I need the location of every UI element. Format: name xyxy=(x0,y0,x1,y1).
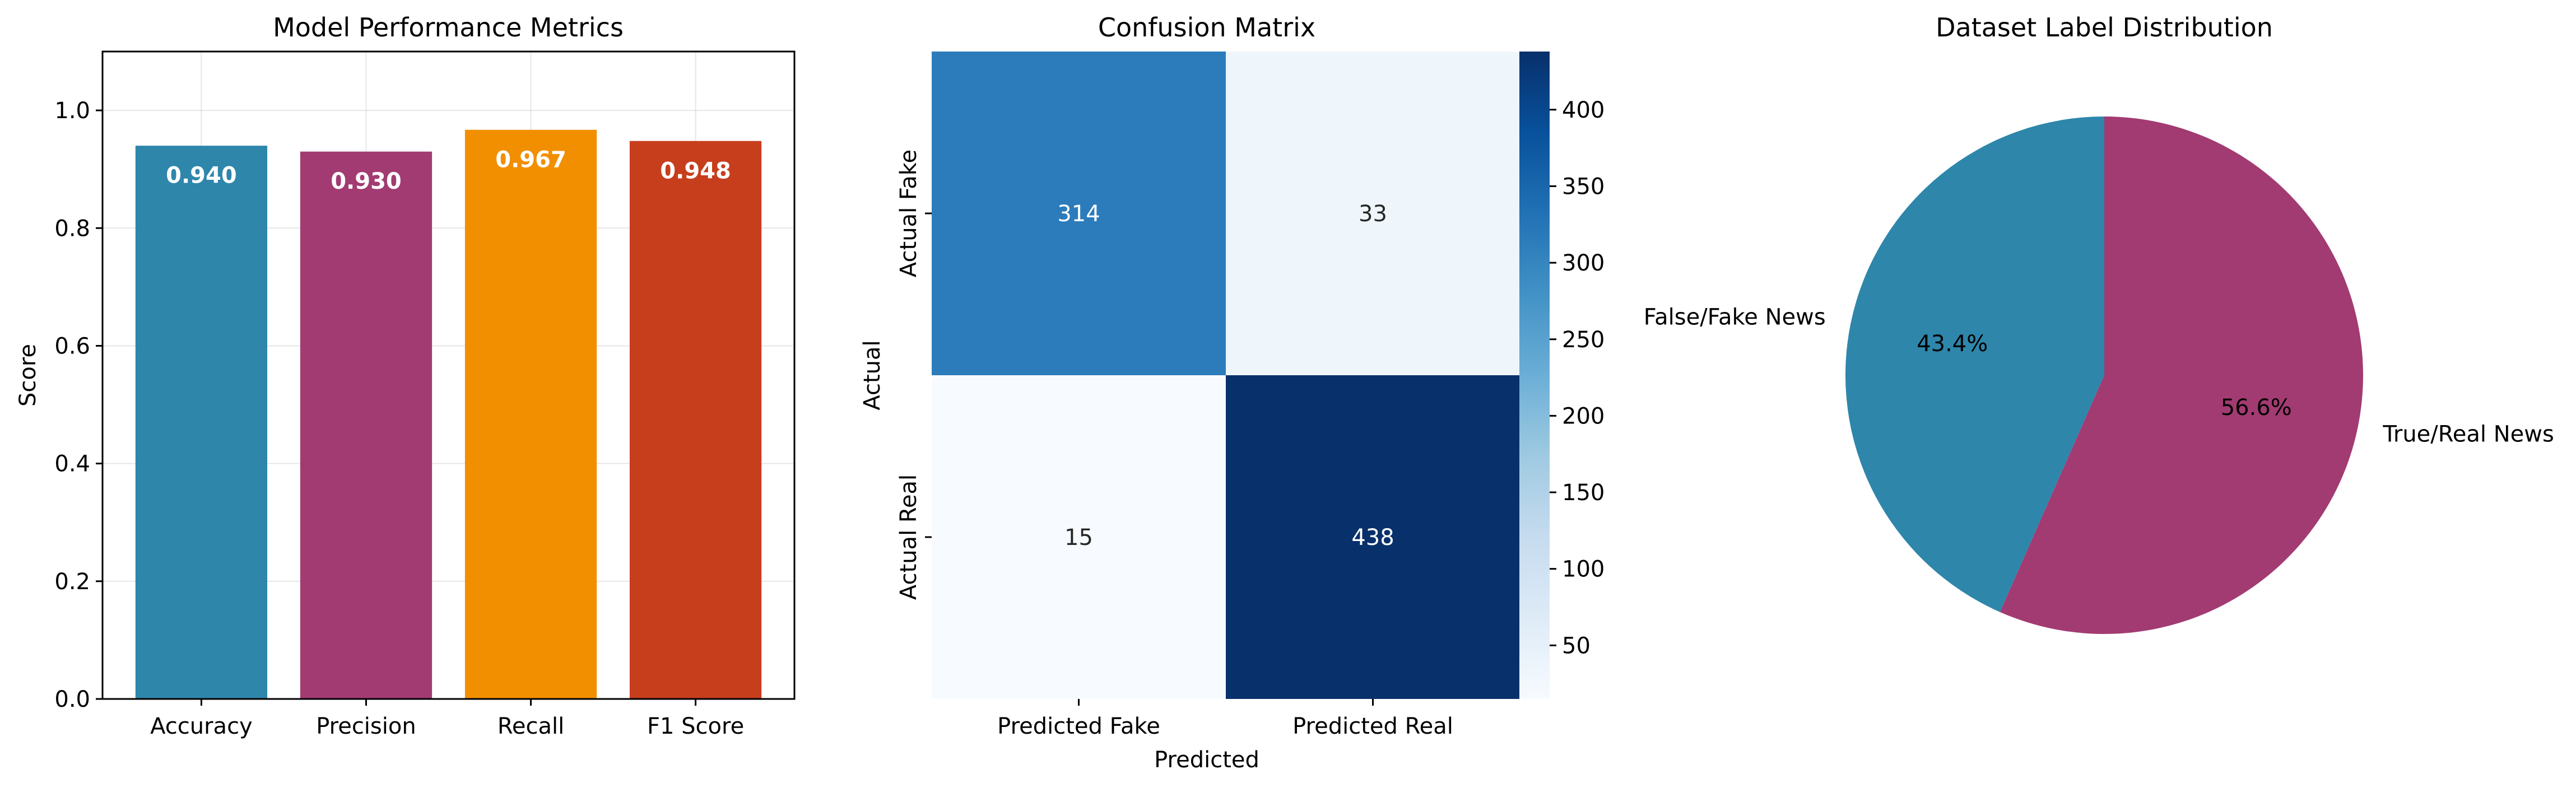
colorbar-tick-label: 400 xyxy=(1562,97,1605,123)
bar-chart-y-label: Score xyxy=(15,344,41,407)
confusion-cell-value: 15 xyxy=(1064,525,1093,551)
pie-slice-fake xyxy=(1845,116,2104,612)
bar-chart-frame xyxy=(101,50,796,700)
bar-y-tick-label: 0.2 xyxy=(54,569,90,595)
colorbar-axis: 50 100 150 200 250 300 350 400 xyxy=(1550,97,1605,659)
bar-value-label: 0.930 xyxy=(331,169,402,194)
confusion-matrix-panel: Confusion Matrix 314 33 15 438 Predicted Fa… xyxy=(859,12,1605,773)
confusion-matrix-y-label: Actual xyxy=(859,340,885,410)
bar-chart-y-axis: 0.0 0.2 0.4 0.6 0.8 1.0 xyxy=(54,98,103,712)
pie-category-label: True/Real News xyxy=(2382,422,2554,447)
bar-chart-title: Model Performance Metrics xyxy=(273,12,624,43)
confusion-cell-value: 33 xyxy=(1359,201,1387,227)
bar-y-tick-label: 1.0 xyxy=(54,98,90,124)
bar-recall xyxy=(464,129,597,700)
bar-y-tick-label: 0.8 xyxy=(54,216,90,241)
colorbar-tick-label: 200 xyxy=(1562,403,1605,429)
bar-x-tick-label: Recall xyxy=(497,714,564,739)
confusion-matrix-x-axis: Predicted Fake Predicted Real xyxy=(997,699,1453,739)
confusion-cell xyxy=(932,375,1226,699)
confusion-cell-value: 314 xyxy=(1057,201,1100,227)
confusion-matrix-y-axis: Actual Fake Actual Real xyxy=(896,150,932,600)
bar-x-tick-label: Accuracy xyxy=(150,714,253,739)
bar-f1-score xyxy=(629,141,762,700)
bar-value-label: 0.967 xyxy=(495,147,566,172)
bar-value-label: 0.940 xyxy=(166,163,237,189)
colorbar-tick-label: 250 xyxy=(1562,327,1605,353)
confusion-y-tick-label: Actual Fake xyxy=(896,150,922,277)
colorbar-tick-label: 150 xyxy=(1562,480,1605,506)
confusion-cell xyxy=(1226,52,1520,375)
pie-chart-panel: Dataset Label Distribution 43.4% False/Fa… xyxy=(1644,12,2554,634)
bar-precision xyxy=(300,151,433,699)
pie-percent-label: 56.6% xyxy=(2221,395,2292,421)
bar-y-tick-label: 0.6 xyxy=(54,333,90,359)
bar-chart-x-axis: Accuracy Precision Recall F1 Score xyxy=(150,699,744,739)
confusion-matrix-cells: 314 33 15 438 xyxy=(932,52,1520,699)
confusion-x-tick-label: Predicted Fake xyxy=(997,714,1160,739)
colorbar-tick-label: 50 xyxy=(1562,633,1591,659)
colorbar-tick-label: 100 xyxy=(1562,557,1605,582)
pie-chart-slices: 43.4% False/Fake News 56.6% True/Real News xyxy=(1644,116,2554,634)
confusion-cell xyxy=(1226,375,1520,699)
bar-value-label: 0.948 xyxy=(660,158,731,184)
confusion-y-tick-label: Actual Real xyxy=(896,474,922,600)
pie-category-label: False/Fake News xyxy=(1644,304,1826,330)
bar-accuracy xyxy=(135,146,268,699)
bar-chart-panel: Model Performance Metrics 0.940 0.930 0.96… xyxy=(15,12,796,739)
confusion-x-tick-label: Predicted Real xyxy=(1292,714,1453,739)
bar-x-tick-label: Precision xyxy=(316,714,416,739)
confusion-cell-value: 438 xyxy=(1351,525,1394,551)
confusion-cell xyxy=(932,52,1226,375)
confusion-matrix-title: Confusion Matrix xyxy=(1098,12,1315,43)
colorbar xyxy=(1519,52,1550,699)
bar-y-tick-label: 0.0 xyxy=(54,687,90,712)
colorbar-tick-label: 300 xyxy=(1562,250,1605,276)
confusion-matrix-x-label: Predicted xyxy=(1154,747,1259,773)
bar-y-tick-label: 0.4 xyxy=(54,451,90,477)
pie-chart-title: Dataset Label Distribution xyxy=(1936,12,2273,43)
colorbar-tick-label: 350 xyxy=(1562,174,1605,199)
bar-x-tick-label: F1 Score xyxy=(647,714,744,739)
pie-percent-label: 43.4% xyxy=(1917,331,1988,357)
bar-chart-bars: 0.940 0.930 0.967 0.948 xyxy=(135,129,762,700)
pie-slice-real xyxy=(2000,116,2363,634)
